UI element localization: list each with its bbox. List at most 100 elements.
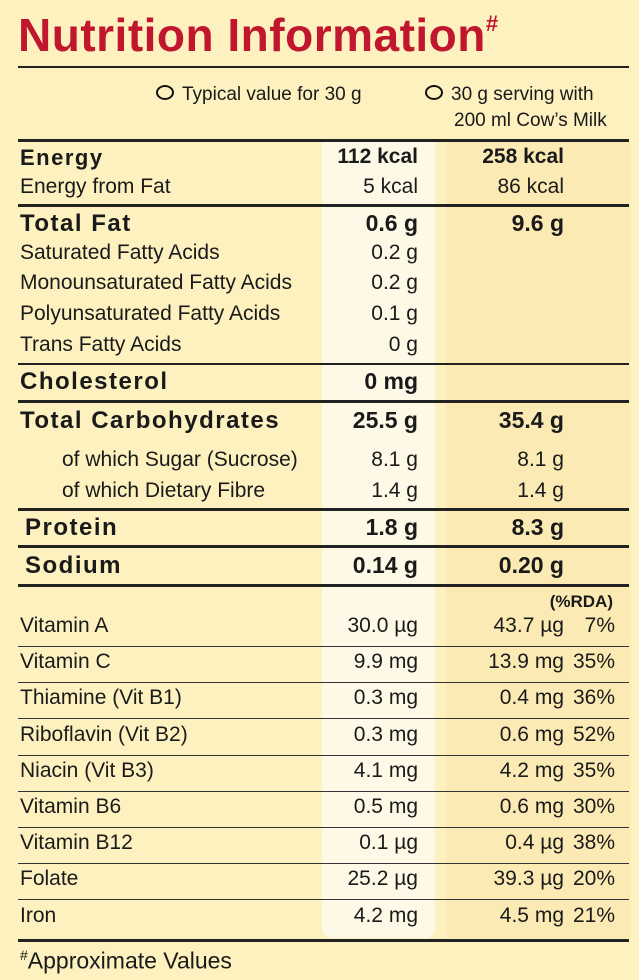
title-rule bbox=[18, 66, 629, 68]
divider bbox=[18, 204, 629, 207]
value-typical: 112 kcal bbox=[337, 145, 418, 168]
vitamin-row: Vitamin C 9.9 mg 13.9 mg 35% bbox=[0, 650, 639, 680]
divider bbox=[18, 646, 629, 647]
divider bbox=[18, 827, 629, 828]
legend-milk-label-2: 200 ml Cow’s Milk bbox=[454, 110, 607, 131]
value-milk: 1.4 g bbox=[517, 479, 564, 502]
nutrient-row-poly: Polyunsaturated Fatty Acids 0.1 g bbox=[0, 302, 639, 332]
value-typical: 4.1 mg bbox=[353, 758, 418, 782]
nutrient-label: Sodium bbox=[25, 552, 122, 579]
value-rda: 35% bbox=[572, 758, 615, 782]
rda-header: (%RDA) bbox=[549, 592, 613, 611]
value-milk: 39.3 µg bbox=[493, 867, 565, 891]
nutrient-row-sodium: Sodium 0.14 g 0.20 g bbox=[0, 552, 639, 582]
nutrient-label: Saturated Fatty Acids bbox=[20, 241, 220, 264]
value-typical: 0.2 g bbox=[371, 271, 418, 294]
divider bbox=[18, 363, 629, 365]
title-text: Nutrition Information bbox=[18, 9, 486, 61]
vitamin-row: Riboflavin (Vit B2) 0.3 mg 0.6 mg 52% bbox=[0, 723, 639, 753]
nutrient-row-total-fat: Total Fat 0.6 g 9.6 g bbox=[0, 210, 639, 240]
vitamin-row: Vitamin B6 0.5 mg 0.6 mg 30% bbox=[0, 795, 639, 825]
value-rda: 20% bbox=[572, 867, 615, 891]
column-typical-bg bbox=[322, 141, 435, 938]
divider bbox=[18, 754, 629, 756]
value-milk: 4.5 mg bbox=[499, 903, 564, 927]
nutrient-label: of which Sugar (Sucrose) bbox=[62, 448, 298, 471]
nutrient-row-saturated: Saturated Fatty Acids 0.2 g bbox=[0, 241, 639, 271]
vitamin-label: Vitamin B6 bbox=[20, 795, 122, 818]
divider bbox=[18, 682, 629, 684]
nutrient-label: of which Dietary Fibre bbox=[62, 479, 266, 502]
value-rda: 21% bbox=[572, 903, 615, 927]
nutrient-label: Monounsaturated Fatty Acids bbox=[20, 271, 292, 294]
circle-icon bbox=[156, 85, 174, 100]
value-typical: 0.1 µg bbox=[359, 831, 418, 855]
vitamin-label: Vitamin B12 bbox=[20, 831, 133, 855]
legend-milk-label-1: 30 g serving with bbox=[451, 84, 594, 105]
vitamin-row: Folate 25.2 µg 39.3 µg 20% bbox=[0, 867, 639, 897]
vitamin-label: Folate bbox=[20, 867, 79, 891]
value-typical: 8.1 g bbox=[371, 448, 418, 471]
nutrient-label: Cholesterol bbox=[20, 368, 169, 395]
value-typical: 0.14 g bbox=[352, 552, 418, 578]
title-mark: # bbox=[485, 10, 499, 36]
nutrient-label: Total Carbohydrates bbox=[20, 407, 281, 434]
vitamin-row: Thiamine (Vit B1) 0.3 mg 0.4 mg 36% bbox=[0, 686, 639, 716]
divider bbox=[18, 545, 629, 548]
value-rda: 7% bbox=[584, 614, 615, 637]
nutrient-row-energy: Energy 112 kcal 258 kcal bbox=[0, 145, 639, 175]
table-top-rule bbox=[18, 139, 629, 142]
vitamin-label: Riboflavin (Vit B2) bbox=[20, 722, 188, 746]
legend-typical: Typical value for 30 g bbox=[156, 82, 362, 107]
value-milk: 0.4 µg bbox=[505, 831, 564, 855]
vitamin-row: Iron 4.2 mg 4.5 mg 21% bbox=[0, 904, 639, 934]
vitamin-label: Thiamine (Vit B1) bbox=[20, 686, 182, 710]
value-typical: 30.0 µg bbox=[347, 614, 419, 637]
divider bbox=[18, 508, 629, 511]
nutrient-row-carbs: Total Carbohydrates 25.5 g 35.4 g bbox=[0, 407, 639, 437]
divider bbox=[18, 863, 629, 865]
value-rda: 30% bbox=[572, 795, 615, 818]
nutrient-label: Polyunsaturated Fatty Acids bbox=[20, 302, 281, 325]
value-typical: 0.1 g bbox=[371, 302, 418, 325]
value-typical: 1.4 g bbox=[371, 479, 418, 502]
vitamin-row: Vitamin B12 0.1 µg 0.4 µg 38% bbox=[0, 831, 639, 861]
footnote: #Approximate Values bbox=[20, 947, 232, 975]
value-milk: 0.20 g bbox=[498, 552, 564, 578]
page-title: Nutrition Information# bbox=[18, 8, 499, 62]
nutrient-row-cholesterol: Cholesterol 0 mg bbox=[0, 368, 639, 398]
value-milk: 8.3 g bbox=[511, 514, 564, 540]
value-milk: 0.6 mg bbox=[499, 795, 564, 818]
divider bbox=[18, 718, 629, 720]
nutrient-row-mono: Monounsaturated Fatty Acids 0.2 g bbox=[0, 271, 639, 301]
footnote-text: Approximate Values bbox=[27, 947, 232, 974]
value-typical: 4.2 mg bbox=[353, 903, 418, 927]
value-rda: 52% bbox=[572, 722, 615, 746]
table-bottom-rule bbox=[18, 939, 629, 942]
footnote-mark: # bbox=[20, 947, 28, 963]
vitamin-label: Iron bbox=[20, 903, 57, 927]
value-rda: 35% bbox=[572, 650, 615, 674]
vitamin-label: Niacin (Vit B3) bbox=[20, 758, 154, 782]
value-typical: 0.2 g bbox=[371, 241, 418, 264]
vitamin-row: Vitamin A 30.0 µg 43.7 µg 7% bbox=[0, 614, 639, 644]
circle-icon bbox=[425, 85, 443, 100]
vitamin-row: Niacin (Vit B3) 4.1 mg 4.2 mg 35% bbox=[0, 759, 639, 789]
nutrient-label: Total Fat bbox=[20, 210, 132, 237]
value-milk: 43.7 µg bbox=[493, 614, 565, 637]
nutrient-label: Energy bbox=[20, 145, 104, 170]
value-milk: 4.2 mg bbox=[499, 758, 564, 782]
value-typical: 1.8 g bbox=[365, 514, 418, 540]
divider bbox=[18, 584, 629, 587]
value-typical: 0.6 g bbox=[365, 210, 418, 236]
value-milk: 35.4 g bbox=[498, 407, 564, 433]
value-milk: 13.9 mg bbox=[488, 650, 564, 674]
value-typical: 0 g bbox=[388, 333, 418, 356]
legend-milk: 30 g serving with bbox=[425, 82, 594, 107]
value-typical: 0.3 mg bbox=[353, 722, 418, 746]
value-milk: 8.1 g bbox=[517, 448, 564, 471]
value-typical: 9.9 mg bbox=[353, 650, 418, 674]
legend-milk-line2: 200 ml Cow’s Milk bbox=[454, 108, 607, 133]
nutrient-label: Protein bbox=[25, 514, 119, 541]
value-typical: 5 kcal bbox=[363, 175, 418, 198]
